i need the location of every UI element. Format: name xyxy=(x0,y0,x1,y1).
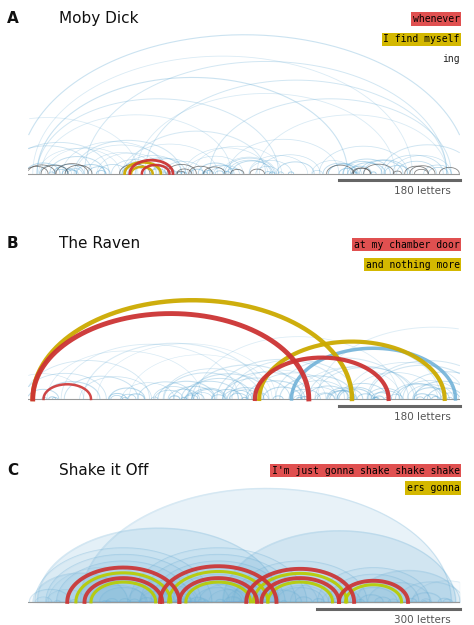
Text: ers gonna: ers gonna xyxy=(407,483,460,493)
Text: C: C xyxy=(7,463,18,478)
Text: I find myself: I find myself xyxy=(383,34,460,44)
Text: whenever: whenever xyxy=(413,14,460,24)
Text: A: A xyxy=(7,11,18,26)
Text: 180 letters: 180 letters xyxy=(394,412,451,422)
Text: Moby Dick: Moby Dick xyxy=(59,11,138,26)
Text: ing: ing xyxy=(442,54,460,64)
Text: and nothing more: and nothing more xyxy=(366,259,460,269)
Text: Shake it Off: Shake it Off xyxy=(59,463,148,478)
Text: B: B xyxy=(7,236,18,251)
Text: 300 letters: 300 letters xyxy=(394,614,451,624)
Text: The Raven: The Raven xyxy=(59,236,140,251)
Text: I'm just gonna shake shake shake: I'm just gonna shake shake shake xyxy=(272,466,460,476)
Text: at my chamber door: at my chamber door xyxy=(354,239,460,249)
Text: 180 letters: 180 letters xyxy=(394,186,451,196)
